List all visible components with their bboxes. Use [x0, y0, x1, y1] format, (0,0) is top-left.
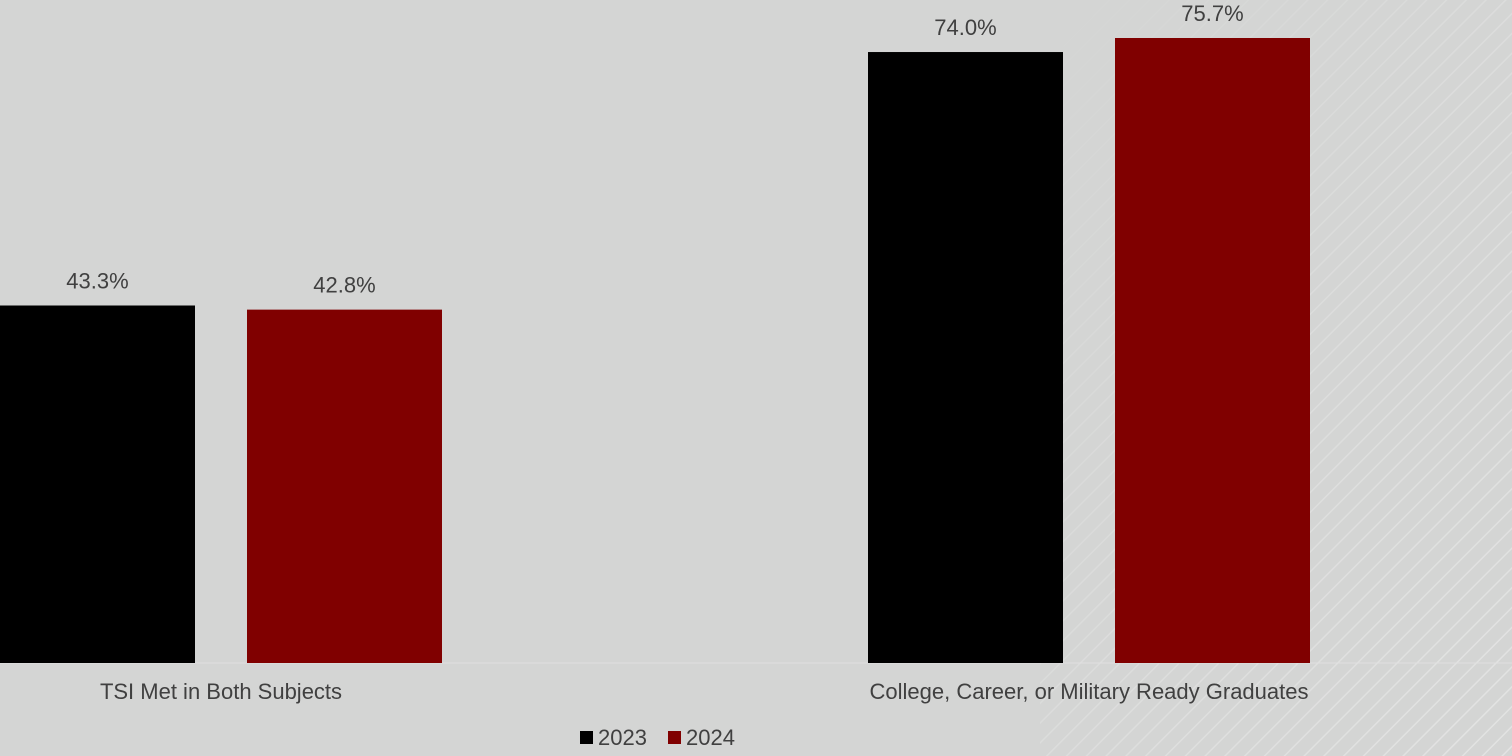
category-label-0: TSI Met in Both Subjects — [100, 679, 342, 704]
category-label-1: College, Career, or Military Ready Gradu… — [870, 679, 1309, 704]
bar-2024-1 — [1115, 38, 1310, 663]
data-label-2024-1: 75.7% — [1181, 1, 1243, 26]
data-label-2024-0: 42.8% — [313, 273, 375, 298]
bar-2024-0 — [247, 309, 442, 663]
data-label-2023-1: 74.0% — [934, 15, 996, 40]
data-label-2023-0: 43.3% — [66, 269, 128, 294]
bar-2023-0 — [0, 305, 195, 663]
legend-label-2023: 2023 — [598, 725, 647, 750]
legend-label-2024: 2024 — [686, 725, 735, 750]
bar-2023-1 — [868, 52, 1063, 664]
legend-swatch-2023 — [580, 731, 593, 744]
legend-swatch-2024 — [668, 731, 681, 744]
legend: 2023 2024 — [580, 725, 735, 750]
